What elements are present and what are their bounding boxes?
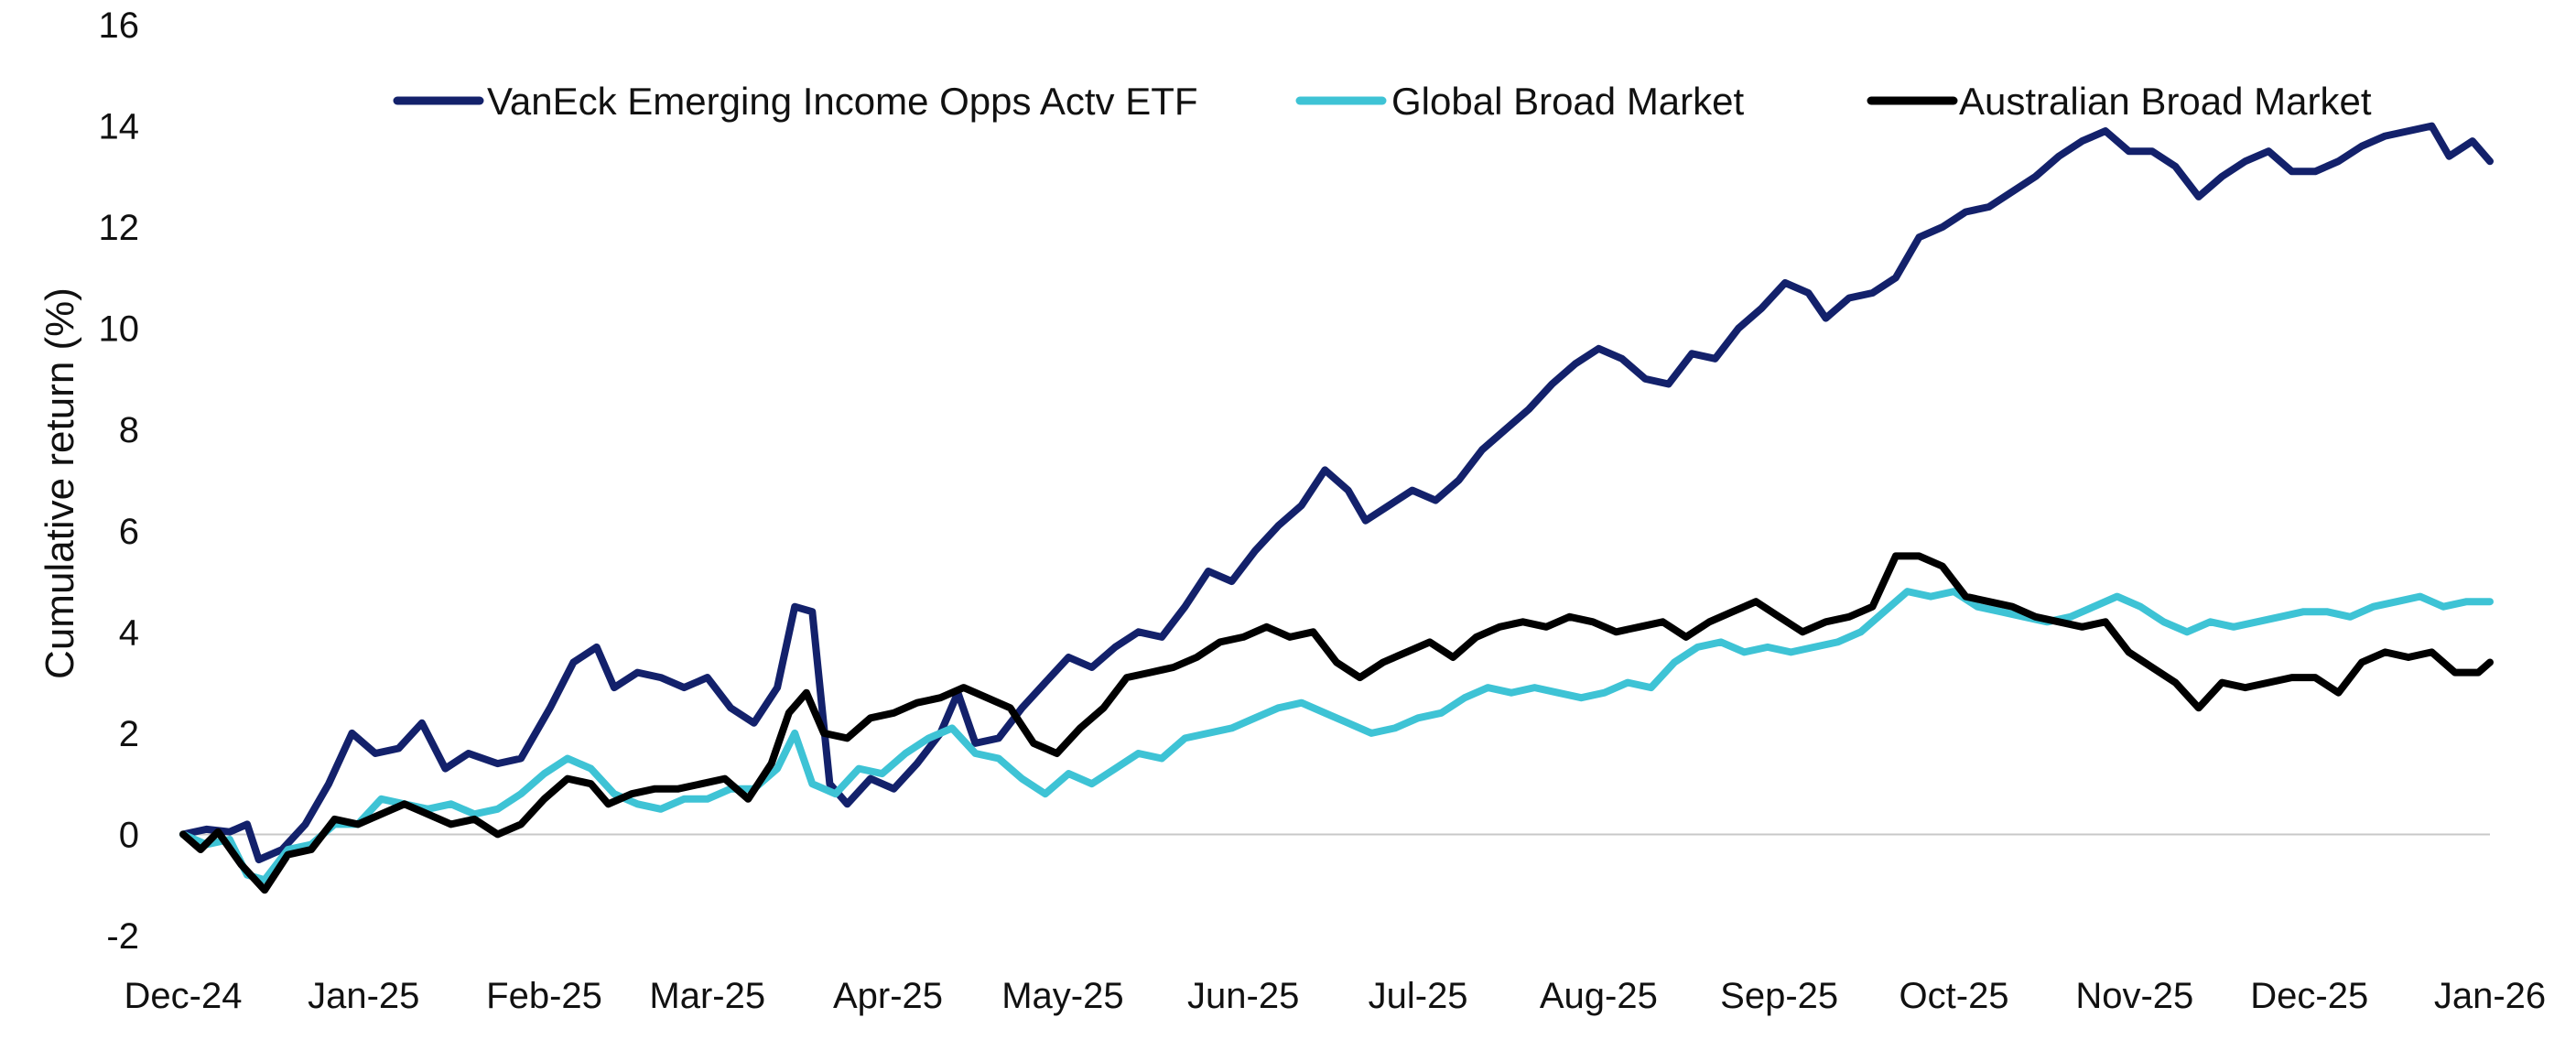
- legend-label-2: Global Broad Market: [1391, 80, 1745, 123]
- x-tick-label: May-25: [1001, 976, 1123, 1016]
- y-tick-label: -2: [106, 916, 139, 957]
- y-tick-label: 14: [99, 107, 140, 147]
- y-axis-title: Cumulative return (%): [38, 287, 82, 679]
- series-line-3: [179, 552, 2494, 894]
- legend: VanEck Emerging Income Opps Actv ETF Glob…: [393, 80, 2372, 123]
- x-tick-label: Jun-25: [1187, 976, 1299, 1016]
- y-tick-label: 10: [99, 309, 140, 350]
- x-tick-label: Apr-25: [833, 976, 943, 1016]
- x-tick-label: Jan-25: [308, 976, 419, 1016]
- x-tick-label: Nov-25: [2075, 976, 2193, 1016]
- x-tick-label: Aug-25: [1540, 976, 1658, 1016]
- legend-label-1: VanEck Emerging Income Opps Actv ETF: [487, 80, 1198, 123]
- y-tick-label: 0: [119, 815, 139, 855]
- series-line-1: [179, 122, 2494, 864]
- y-tick-label: 6: [119, 512, 139, 552]
- plot-layer: -2 0 2 4 6 8 10 12 14 16 Dec-24 Jan-25 Feb-25 Mar-25 A…: [38, 5, 2546, 1016]
- x-tick-label: Mar-25: [649, 976, 765, 1016]
- x-tick-label: Jan-26: [2434, 976, 2546, 1016]
- y-tick-label: 4: [119, 612, 139, 653]
- series-line-2: [179, 588, 2494, 884]
- x-tick-label: Jul-25: [1369, 976, 1468, 1016]
- y-tick-label: 12: [99, 208, 140, 248]
- y-tick-label: 16: [99, 5, 140, 46]
- x-tick-label: Dec-25: [2250, 976, 2368, 1016]
- x-tick-label: Dec-24: [124, 976, 243, 1016]
- legend-label-3: Australian Broad Market: [1959, 80, 2372, 123]
- x-tick-label: Feb-25: [486, 976, 602, 1016]
- y-tick-label: 2: [119, 714, 139, 754]
- x-tick-label: Sep-25: [1720, 976, 1838, 1016]
- x-tick-label: Oct-25: [1900, 976, 2009, 1016]
- y-tick-label: 8: [119, 410, 139, 450]
